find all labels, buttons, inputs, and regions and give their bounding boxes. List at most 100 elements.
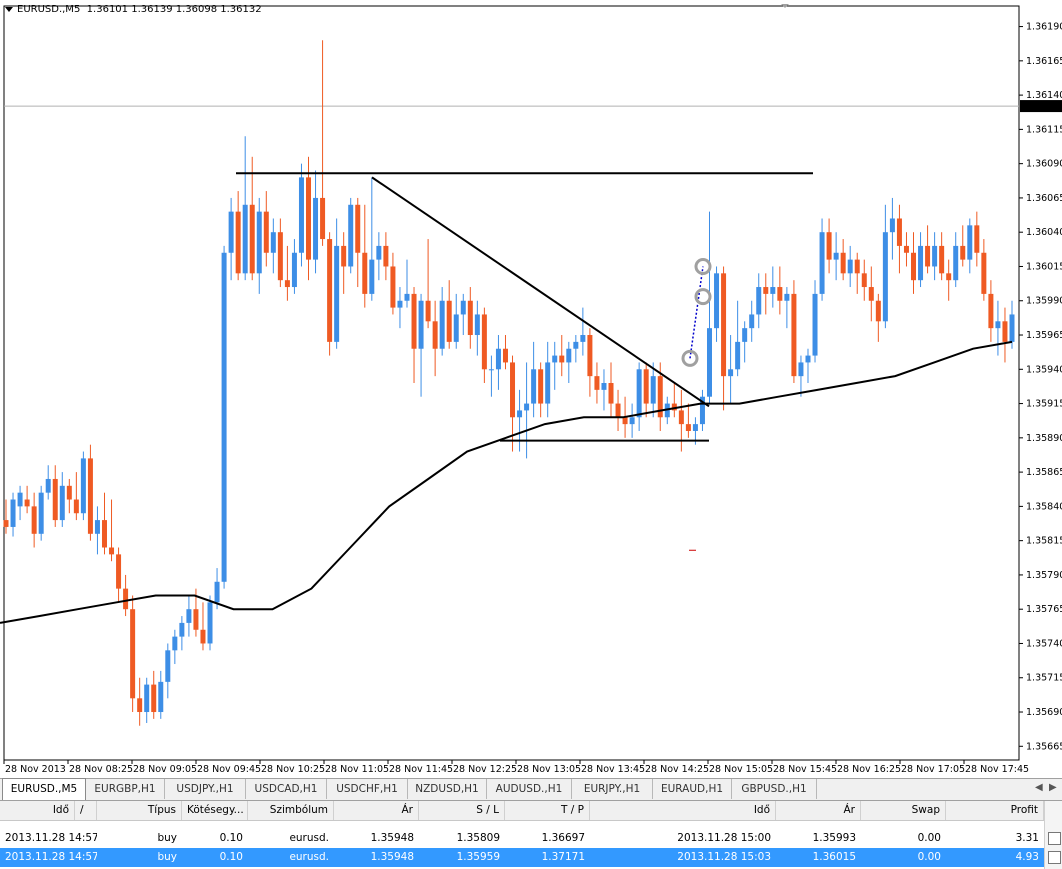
candle-body [467, 300, 473, 336]
tab-eurjpy-h1[interactable]: EURJPY.,H1 [572, 779, 653, 799]
candle-body [594, 376, 600, 390]
table-row-selected[interactable]: 2013.11.28 14:57 buy 0.10 eurusd. 1.3594… [0, 848, 1044, 867]
candle-body [144, 684, 150, 713]
y-tick-label: 1.36140 [1026, 90, 1062, 101]
candle-body [298, 177, 304, 253]
candle-body [552, 355, 558, 363]
cell-close-time: 2013.11.28 15:00 [677, 832, 771, 844]
x-tick-label: 28 Nov 09:45 [197, 764, 261, 775]
col-profit[interactable]: Profit [946, 801, 1044, 820]
x-tick-label: 28 Nov 11:05 [325, 764, 389, 775]
x-tick-label: 28 Nov 17:05 [901, 764, 965, 775]
candle-body [425, 300, 431, 322]
candle-body [397, 300, 403, 308]
x-tick-label: 28 Nov 13:45 [581, 764, 645, 775]
col-close-time[interactable]: Idő [590, 801, 776, 820]
y-tick-label: 1.35715 [1026, 673, 1062, 684]
tab-gbpusd-h1[interactable]: GBPUSD.,H1 [732, 779, 817, 799]
tab-scroll-left-icon[interactable]: ◀ [1035, 782, 1043, 793]
tab-usdcad-h1[interactable]: USDCAD,H1 [246, 779, 327, 799]
tab-scroll-right-icon[interactable]: ▶ [1049, 782, 1057, 793]
col-type[interactable]: Típus [97, 801, 182, 820]
candle-body [404, 293, 410, 301]
candle-body [840, 252, 846, 274]
trade-close-marker-icon [694, 288, 712, 306]
candle-body [770, 287, 776, 294]
candle-body [657, 376, 663, 418]
cell-tp: 1.37171 [541, 851, 585, 863]
candle-body [502, 348, 508, 363]
tab-usdjpy-h1[interactable]: USDJPY.,H1 [165, 779, 246, 799]
table-row[interactable]: 2013.11.28 14:57 buy 0.10 eurusd. 1.3594… [0, 829, 1044, 849]
cell-swap: 0.00 [917, 851, 941, 863]
candle-body [369, 259, 375, 294]
x-tick-label: 28 Nov 15:45 [773, 764, 837, 775]
candle-body [939, 245, 945, 274]
y-tick-label: 1.36165 [1026, 56, 1062, 67]
candle-body [249, 204, 255, 274]
cell-open-time: 2013.11.28 14:57 [5, 851, 97, 863]
col-volume[interactable]: Kötésegy... [182, 801, 248, 820]
candle-body [587, 335, 593, 377]
candle-body [45, 478, 51, 493]
y-tick-label: 1.35765 [1026, 604, 1062, 615]
tab-euraud-h1[interactable]: EURAUD,H1 [653, 779, 732, 799]
candle-body [341, 245, 347, 267]
candle-body [524, 403, 530, 411]
current-price-tag [1020, 100, 1062, 113]
candle-body [52, 478, 58, 521]
x-tick-label: 28 Nov 16:25 [837, 764, 901, 775]
col-swap[interactable]: Swap [861, 801, 946, 820]
candle-body [756, 287, 762, 315]
grid-scrollbar[interactable] [1044, 801, 1062, 869]
x-tick-label: 28 Nov 13:05 [517, 764, 581, 775]
scroll-thumb[interactable] [1048, 832, 1061, 845]
candle-body [306, 177, 312, 260]
candle-body [650, 376, 656, 404]
col-tp[interactable]: T / P [505, 801, 590, 820]
candle-body [833, 252, 839, 260]
candle-body [791, 293, 797, 377]
candle-body [559, 355, 565, 363]
candle-body [538, 369, 544, 404]
chart-ohlc-values: 1.36101 1.36139 1.36098 1.36132 [86, 4, 262, 15]
price-chart[interactable]: 1.36190 1.36165 1.36140 1.36115 1.36090 1.360… [0, 0, 1062, 778]
col-open-time[interactable]: Idő [0, 801, 75, 820]
chart-area[interactable]: 1.36190 1.36165 1.36140 1.36115 1.36090 1.360… [0, 0, 1062, 778]
candle-body [601, 383, 607, 390]
tab-audusd-h1[interactable]: AUDUSD.,H1 [487, 779, 572, 799]
candle-body [925, 245, 931, 267]
candle-body [742, 328, 748, 342]
y-tick-label: 1.36065 [1026, 193, 1062, 204]
candle-body [186, 609, 192, 623]
candle-body [636, 369, 642, 418]
y-tick-label: 1.35865 [1026, 467, 1062, 478]
candle-body [882, 232, 888, 322]
tab-eurgbp-h1[interactable]: EURGBP,H1 [86, 779, 165, 799]
y-tick-label: 1.35740 [1026, 638, 1062, 649]
cell-volume: 0.10 [219, 851, 243, 863]
candle-body [953, 245, 959, 281]
tab-usdchf-h1[interactable]: USDCHF,H1 [327, 779, 408, 799]
y-tick-label: 1.35840 [1026, 501, 1062, 512]
candle-body [875, 300, 881, 322]
candle-body [87, 458, 93, 534]
candle-body [116, 554, 122, 589]
candle-body [932, 245, 938, 267]
col-open-price[interactable]: Ár [334, 801, 419, 820]
candle-body [967, 225, 973, 260]
scroll-down-icon[interactable] [1048, 851, 1061, 864]
col-close-price[interactable]: Ár [776, 801, 861, 820]
chart-menu-triangle-icon[interactable] [5, 6, 13, 12]
trade-history-grid: Idő / Típus Kötésegy... Szimbólum Ár S /… [0, 801, 1062, 869]
chart-symbol: EURUSD.,M5 [17, 4, 81, 15]
candle-body [629, 417, 635, 425]
tab-nzdusd-h1[interactable]: NZDUSD,H1 [408, 779, 487, 799]
candle-body [566, 348, 572, 363]
cell-close-price: 1.35993 [812, 832, 856, 844]
candle-body [94, 520, 100, 534]
tab-eurusd-m5[interactable]: EURUSD.,M5 [2, 778, 86, 800]
col-symbol[interactable]: Szimbólum [248, 801, 334, 820]
col-sl[interactable]: S / L [419, 801, 505, 820]
candle-body [200, 629, 206, 644]
